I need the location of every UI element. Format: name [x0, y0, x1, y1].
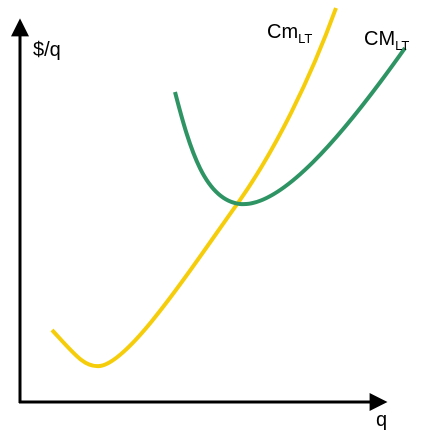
marginal-cost-curve [50, 7, 338, 369]
label-subscript: LT [395, 38, 409, 53]
label-main: Cm [267, 21, 298, 43]
average-cost-label: CMLT [364, 28, 409, 53]
y-axis-label: $/q [33, 39, 61, 61]
label-main: CM [364, 28, 395, 50]
average-cost-curve [173, 46, 407, 207]
marginal-cost-label: CmLT [267, 21, 312, 46]
label-subscript: LT [298, 31, 312, 46]
x-axis-label: q [376, 409, 387, 431]
